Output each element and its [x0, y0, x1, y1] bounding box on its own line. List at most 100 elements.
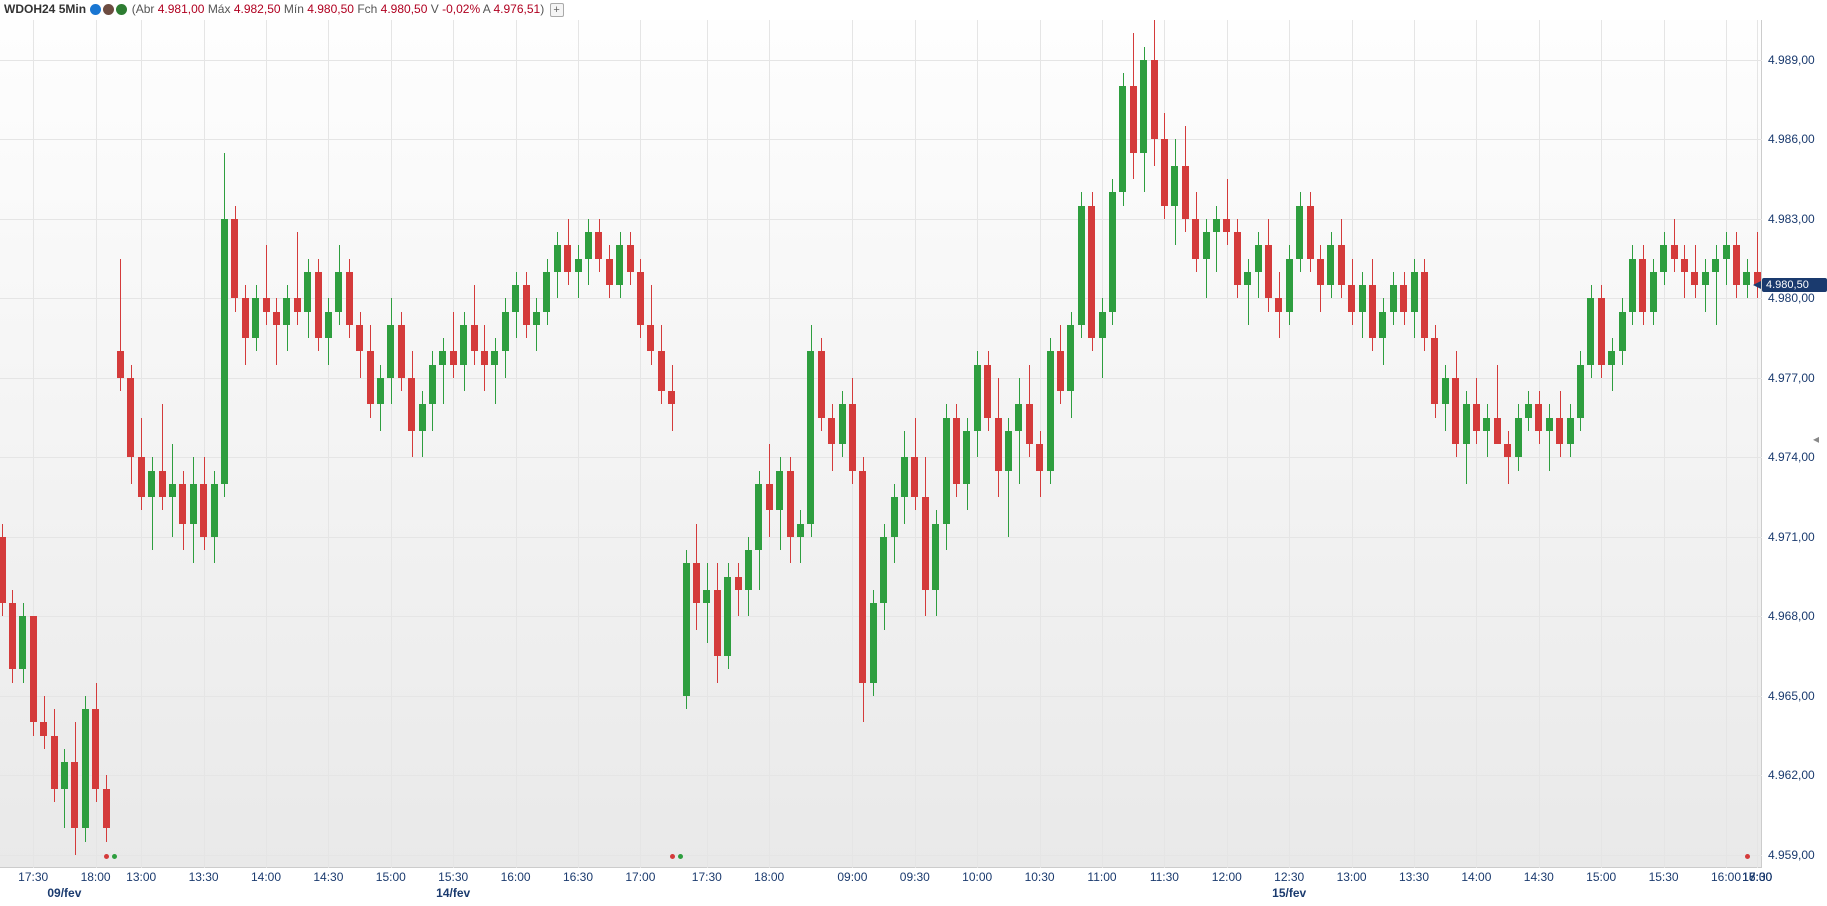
- candle-body[interactable]: [1286, 259, 1293, 312]
- candle-body[interactable]: [71, 762, 78, 828]
- candle-body[interactable]: [1608, 351, 1615, 364]
- candle-body[interactable]: [1088, 206, 1095, 339]
- candle-body[interactable]: [724, 577, 731, 657]
- candle-body[interactable]: [9, 603, 16, 669]
- candle-body[interactable]: [1348, 285, 1355, 312]
- candle-body[interactable]: [439, 351, 446, 364]
- candle-body[interactable]: [1234, 232, 1241, 285]
- candle-body[interactable]: [1369, 285, 1376, 338]
- candle-body[interactable]: [616, 245, 623, 285]
- candle-body[interactable]: [491, 351, 498, 364]
- candle-body[interactable]: [387, 325, 394, 378]
- candle-body[interactable]: [211, 484, 218, 537]
- candle-body[interactable]: [714, 590, 721, 656]
- candle-body[interactable]: [1483, 418, 1490, 431]
- candle-body[interactable]: [554, 245, 561, 272]
- candle-body[interactable]: [1473, 404, 1480, 431]
- candle-body[interactable]: [1515, 418, 1522, 458]
- candle-body[interactable]: [974, 365, 981, 431]
- candle-body[interactable]: [200, 484, 207, 537]
- candle-body[interactable]: [575, 259, 582, 272]
- candle-body[interactable]: [859, 471, 866, 683]
- candle-body[interactable]: [1546, 418, 1553, 431]
- candle-body[interactable]: [1244, 272, 1251, 285]
- candle-body[interactable]: [1400, 285, 1407, 312]
- candle-body[interactable]: [1535, 404, 1542, 431]
- candle-body[interactable]: [1629, 259, 1636, 312]
- candle-body[interactable]: [502, 312, 509, 352]
- indicator-dot[interactable]: [116, 4, 127, 15]
- candle-body[interactable]: [138, 457, 145, 497]
- candle-body[interactable]: [40, 722, 47, 735]
- candle-body[interactable]: [543, 272, 550, 312]
- candle-body[interactable]: [1504, 444, 1511, 457]
- candle-body[interactable]: [190, 484, 197, 524]
- candle-body[interactable]: [755, 484, 762, 550]
- candle-body[interactable]: [325, 312, 332, 339]
- candle-body[interactable]: [429, 365, 436, 405]
- candle-body[interactable]: [419, 404, 426, 431]
- candle-body[interactable]: [1452, 378, 1459, 444]
- candle-body[interactable]: [1296, 206, 1303, 259]
- candle-body[interactable]: [1327, 245, 1334, 285]
- candle-body[interactable]: [1026, 404, 1033, 444]
- candle-body[interactable]: [1265, 245, 1272, 298]
- candle-body[interactable]: [471, 325, 478, 352]
- candle-body[interactable]: [828, 418, 835, 445]
- candle-body[interactable]: [1213, 219, 1220, 232]
- candle-body[interactable]: [1255, 245, 1262, 272]
- candle-body[interactable]: [932, 524, 939, 590]
- candle-body[interactable]: [169, 484, 176, 497]
- candle-body[interactable]: [1171, 166, 1178, 206]
- candle-body[interactable]: [1182, 166, 1189, 219]
- candle-body[interactable]: [356, 325, 363, 352]
- candle-body[interactable]: [683, 563, 690, 696]
- candle-body[interactable]: [460, 325, 467, 365]
- candle-body[interactable]: [304, 272, 311, 312]
- candle-body[interactable]: [1015, 404, 1022, 431]
- candle-body[interactable]: [1598, 298, 1605, 364]
- candle-body[interactable]: [1525, 404, 1532, 417]
- candle-body[interactable]: [231, 219, 238, 299]
- candle-body[interactable]: [1057, 351, 1064, 391]
- candle-body[interactable]: [19, 616, 26, 669]
- candle-body[interactable]: [252, 298, 259, 338]
- candle-body[interactable]: [1140, 60, 1147, 153]
- candle-body[interactable]: [1275, 298, 1282, 311]
- candle-body[interactable]: [703, 590, 710, 603]
- candle-body[interactable]: [1743, 272, 1750, 285]
- indicator-dot[interactable]: [90, 4, 101, 15]
- candle-body[interactable]: [1671, 245, 1678, 258]
- candle-body[interactable]: [346, 272, 353, 325]
- candle-body[interactable]: [787, 471, 794, 537]
- candle-body[interactable]: [943, 418, 950, 524]
- candle-body[interactable]: [398, 325, 405, 378]
- candle-body[interactable]: [92, 709, 99, 789]
- candle-body[interactable]: [1650, 272, 1657, 312]
- candle-body[interactable]: [148, 471, 155, 498]
- candle-body[interactable]: [1109, 192, 1116, 311]
- candle-body[interactable]: [294, 298, 301, 311]
- candle-body[interactable]: [1151, 60, 1158, 140]
- candle-body[interactable]: [766, 484, 773, 511]
- candle-body[interactable]: [481, 351, 488, 364]
- candle-body[interactable]: [512, 285, 519, 312]
- candle-body[interactable]: [1733, 245, 1740, 285]
- candle-body[interactable]: [818, 351, 825, 417]
- candle-body[interactable]: [377, 378, 384, 405]
- candle-body[interactable]: [963, 431, 970, 484]
- candle-body[interactable]: [693, 563, 700, 603]
- candle-body[interactable]: [797, 524, 804, 537]
- candle-body[interactable]: [408, 378, 415, 431]
- candle-body[interactable]: [1494, 418, 1501, 445]
- candle-body[interactable]: [1203, 232, 1210, 259]
- candle-body[interactable]: [1691, 272, 1698, 285]
- candle-body[interactable]: [1587, 298, 1594, 364]
- candle-body[interactable]: [1712, 259, 1719, 272]
- candle-body[interactable]: [1702, 272, 1709, 285]
- candle-body[interactable]: [1556, 418, 1563, 445]
- candle-body[interactable]: [1192, 219, 1199, 259]
- candle-body[interactable]: [995, 418, 1002, 471]
- candle-body[interactable]: [1442, 378, 1449, 405]
- candle-body[interactable]: [103, 789, 110, 829]
